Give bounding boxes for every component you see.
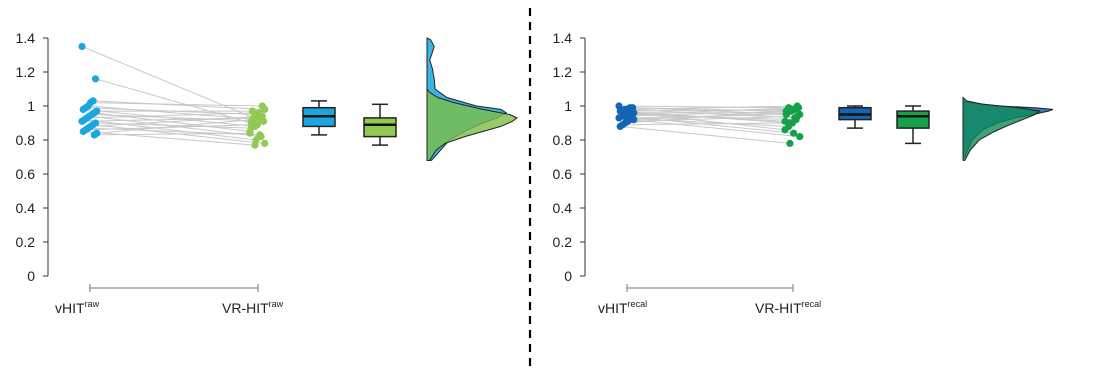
point-group-2 [256, 131, 264, 139]
y-tick-label: 0.2 [553, 234, 573, 250]
point-group-1 [78, 117, 86, 125]
point-group-2 [258, 102, 266, 110]
y-tick-label: 1 [564, 98, 572, 114]
y-tick-label: 0 [27, 268, 35, 284]
pair-line [93, 100, 265, 110]
y-tick-label: 0.4 [16, 200, 36, 216]
pair-line [95, 122, 252, 129]
category-label: vHITrecal [598, 299, 647, 316]
point-group-2 [248, 116, 257, 124]
pair-line [631, 112, 786, 122]
point-group-1 [627, 109, 635, 117]
y-tick-label: 0.6 [16, 166, 36, 182]
pair-line [91, 114, 264, 122]
point-group-2 [793, 112, 801, 120]
point-group-2 [261, 139, 269, 147]
y-tick-label: 1.2 [553, 64, 573, 80]
point-group-1 [90, 131, 98, 139]
y-tick-label: 1.4 [16, 30, 36, 46]
pair-line [90, 102, 263, 107]
point-group-2 [248, 107, 257, 115]
density-curve [426, 87, 518, 161]
pair-line [83, 131, 255, 146]
pair-line [90, 115, 263, 127]
point-group-1 [78, 42, 86, 51]
pair-line [622, 122, 793, 126]
pair-line [84, 119, 257, 141]
point-group-1 [630, 116, 638, 124]
point-group-1 [79, 127, 87, 136]
pair-line [630, 119, 800, 138]
pair-line [632, 107, 787, 112]
point-group-2 [258, 112, 266, 120]
pair-line [96, 119, 253, 134]
pair-line [86, 112, 259, 119]
density-curve [962, 96, 1041, 161]
point-group-2 [781, 117, 789, 125]
pair-line [620, 125, 790, 144]
panel-recal: 0 0.2 0.4 0.6 0.8 1 1.2 1.4 vHITrecal VR-HITrecal [553, 30, 1054, 316]
box [896, 110, 930, 129]
point-group-1 [91, 75, 100, 83]
pair-line [81, 46, 254, 119]
point-group-1 [615, 114, 623, 122]
pair-line [633, 112, 788, 121]
y-tick-label: 0.2 [16, 234, 36, 250]
pair-line [85, 124, 258, 131]
y-tick-label: 1.2 [16, 64, 36, 80]
y-tick-label: 1.4 [553, 30, 573, 46]
pair-line [627, 105, 798, 110]
y-tick-label: 0.8 [553, 132, 573, 148]
pair-line [94, 132, 251, 136]
y-tick-label: 0.6 [553, 166, 573, 182]
point-group-2 [790, 129, 798, 137]
point-group-2 [788, 119, 796, 127]
y-tick-label: 0.4 [553, 200, 573, 216]
y-tick-label: 1 [27, 98, 35, 114]
point-group-2 [251, 141, 259, 149]
point-group-2 [253, 121, 261, 129]
point-group-2 [246, 129, 254, 137]
category-label: VR-HITraw [222, 299, 284, 316]
y-tick-label: 0.8 [16, 132, 36, 148]
category-label: VR-HITrecal [755, 299, 821, 316]
pair-line [88, 105, 260, 121]
point-group-2 [783, 109, 792, 117]
box [363, 117, 397, 138]
pair-line [628, 107, 799, 115]
pair-line [622, 108, 793, 112]
pair-line [618, 105, 789, 109]
point-group-2 [786, 139, 794, 147]
point-group-1 [79, 105, 87, 113]
point-group-1 [616, 122, 624, 130]
point-group-2 [796, 133, 804, 141]
pair-line [95, 78, 252, 124]
panel-raw: 0 0.2 0.4 0.6 0.8 1 1.2 1.4 vHITraw VR-HITraw [16, 30, 518, 316]
y-tick-label: 0 [564, 268, 572, 284]
category-label: vHITraw [55, 299, 100, 316]
point-group-2 [791, 105, 799, 113]
